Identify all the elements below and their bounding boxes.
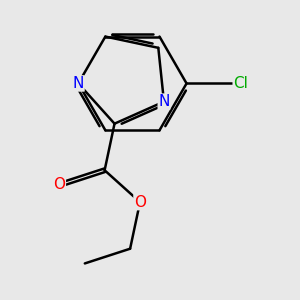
Text: N: N <box>73 76 84 91</box>
Text: O: O <box>53 178 65 193</box>
Text: O: O <box>134 195 146 210</box>
Text: N: N <box>158 94 170 109</box>
Text: Cl: Cl <box>233 76 248 91</box>
